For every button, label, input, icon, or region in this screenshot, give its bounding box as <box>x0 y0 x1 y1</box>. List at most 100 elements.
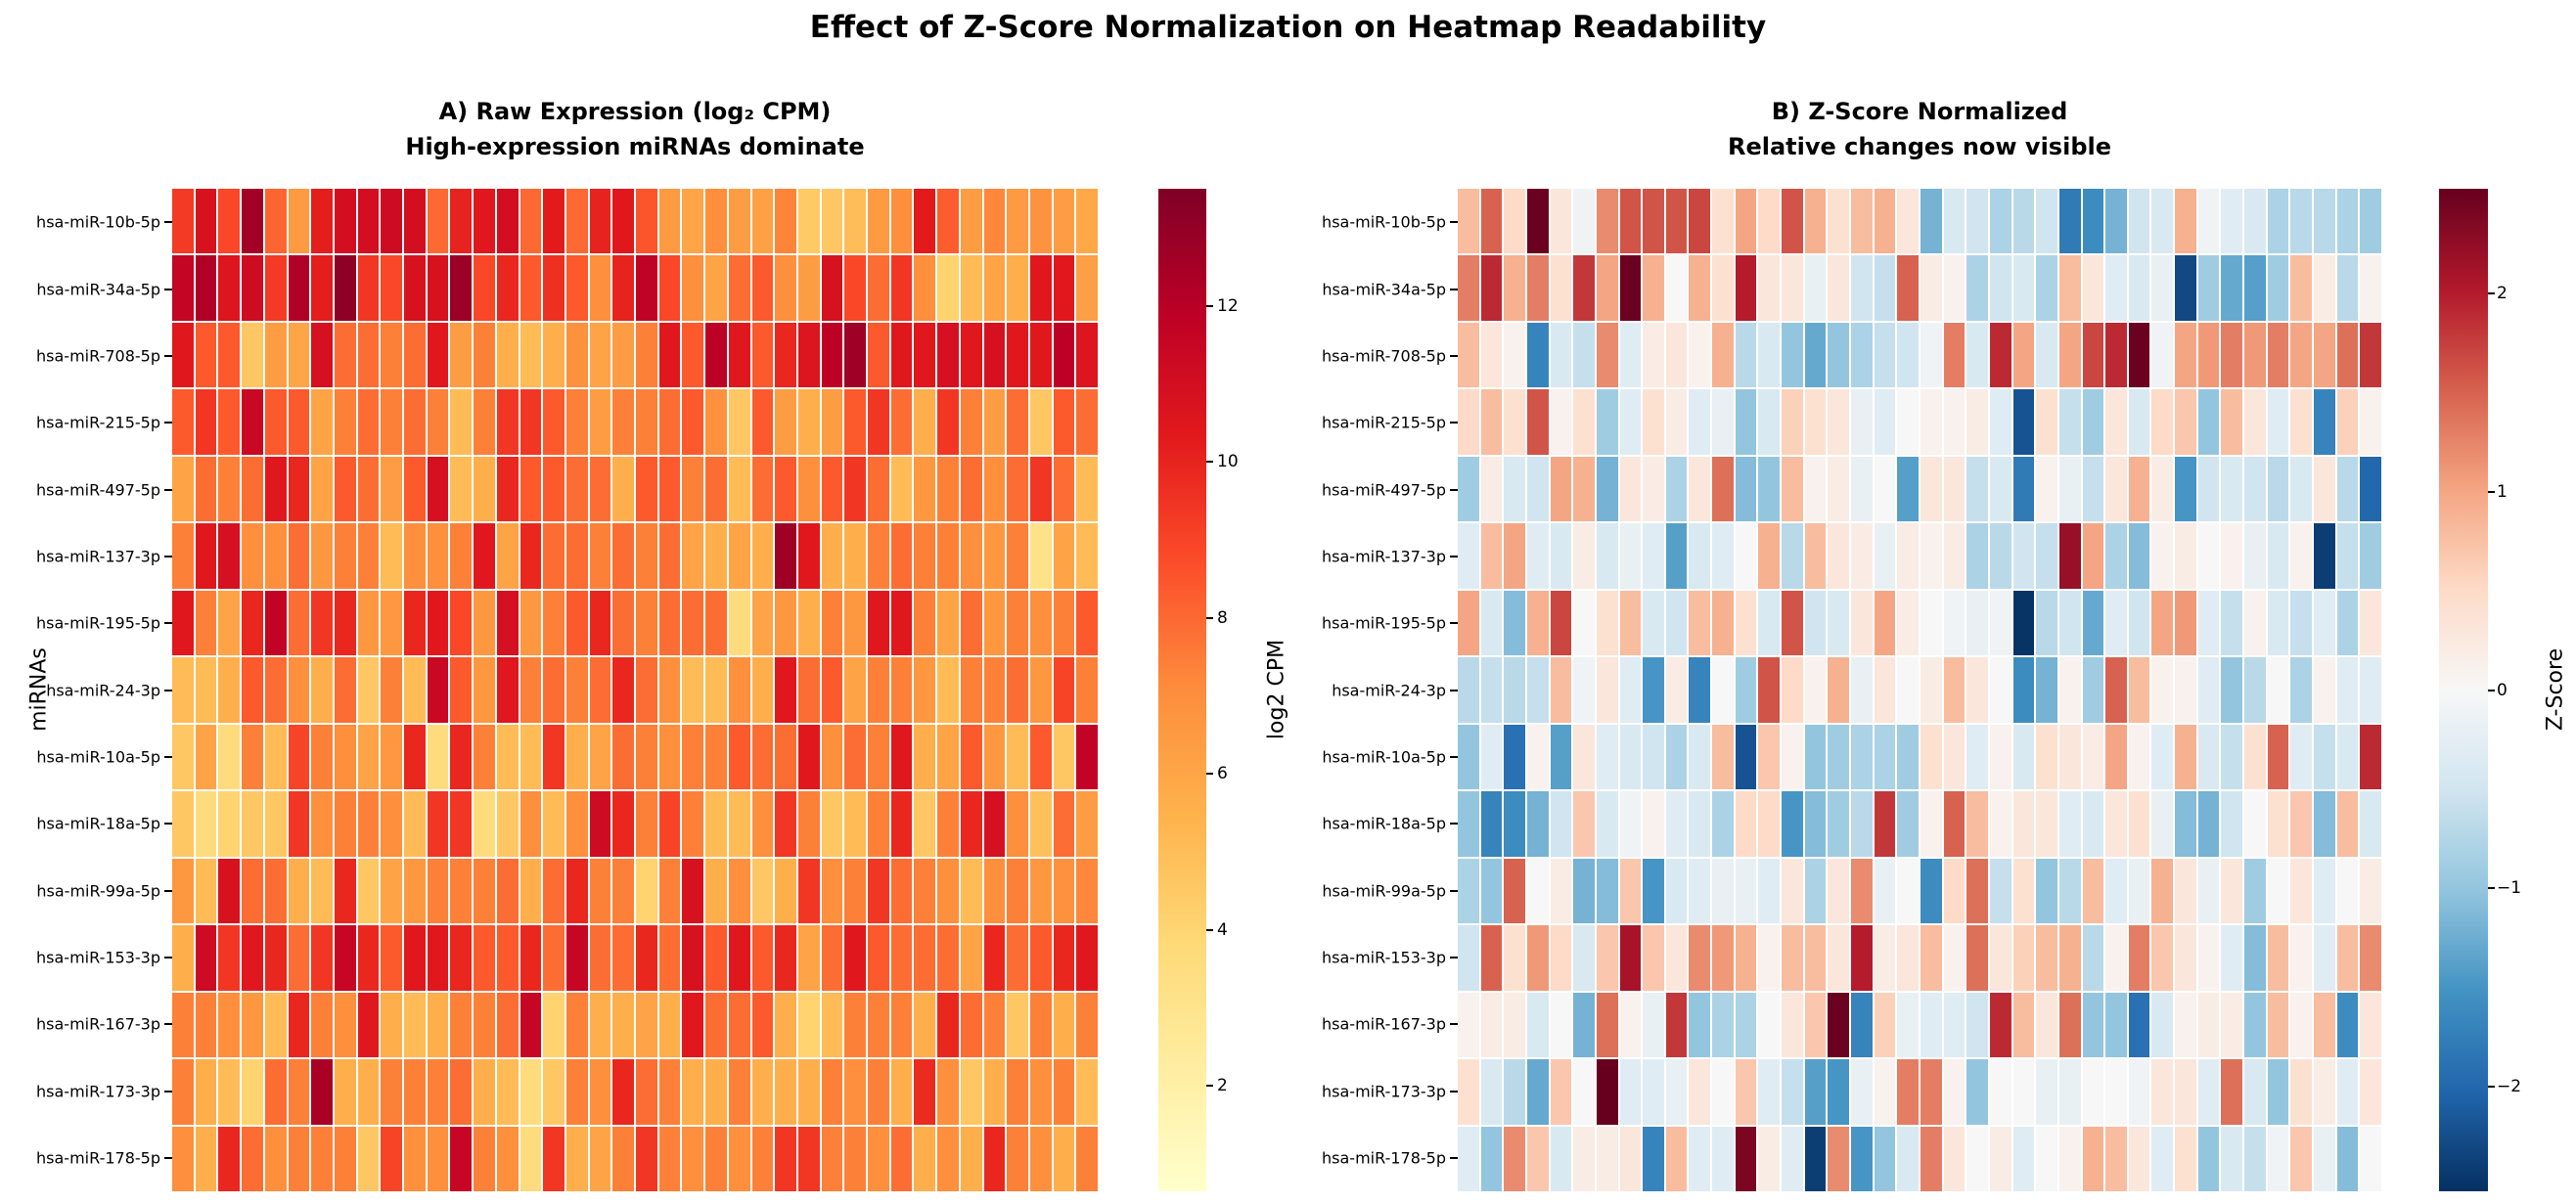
heatmap-cell <box>1504 590 1525 656</box>
heatmap-cell <box>1596 657 1618 723</box>
heatmap-cell <box>1735 523 1757 589</box>
heatmap-cell <box>474 523 495 589</box>
heatmap-cell <box>960 1059 982 1125</box>
heatmap-cell <box>1712 1126 1734 1191</box>
heatmap-cell <box>705 992 727 1058</box>
heatmap-cell <box>1804 791 1827 857</box>
heatmap-cell <box>2082 791 2104 857</box>
heatmap-cell <box>172 523 194 589</box>
heatmap-cell <box>1643 255 1664 321</box>
heatmap-cell <box>658 1059 681 1125</box>
heatmap-cell <box>1782 657 1803 723</box>
heatmap-cell <box>195 1126 217 1191</box>
heatmap-cell <box>868 925 889 991</box>
heatmap-cell <box>1526 590 1549 656</box>
heatmap-cell <box>2151 925 2174 991</box>
heatmap-cell <box>474 858 495 924</box>
heatmap-cell <box>797 724 820 790</box>
heatmap-cell <box>1007 724 1028 790</box>
heatmap-cell <box>2290 992 2313 1058</box>
heatmap-cell <box>1712 657 1734 723</box>
heatmap-cell <box>2221 523 2243 589</box>
figure-title: Effect of Z-Score Normalization on Heatm… <box>809 10 1767 45</box>
heatmap-cell <box>2151 1126 2174 1191</box>
heatmap-cell <box>1526 992 1549 1058</box>
heatmap-cell <box>172 925 194 991</box>
heatmap-cell <box>1076 189 1098 254</box>
heatmap-cell <box>218 590 241 656</box>
heatmap-cell <box>450 456 473 522</box>
heatmap-cell <box>1758 523 1781 589</box>
heatmap-cell <box>1874 657 1896 723</box>
heatmap-cell <box>751 657 774 723</box>
heatmap-cell <box>311 925 333 991</box>
heatmap-cell <box>960 322 982 388</box>
y-tick-mark <box>164 1023 172 1026</box>
heatmap-cell <box>2360 657 2381 723</box>
heatmap-cell <box>960 724 982 790</box>
row-label: hsa-miR-215-5p <box>1322 413 1446 432</box>
heatmap-cell <box>264 1059 287 1125</box>
heatmap-cell <box>821 724 843 790</box>
heatmap-cell <box>2244 456 2266 522</box>
heatmap-cell <box>1596 255 1618 321</box>
heatmap-cell <box>1550 657 1572 723</box>
heatmap-cell <box>1619 189 1642 254</box>
heatmap-cell <box>1458 322 1479 388</box>
heatmap-cell <box>2012 523 2035 589</box>
heatmap-cell <box>1619 255 1642 321</box>
colorbar-zscore <box>2439 189 2488 1191</box>
heatmap-cell <box>2175 858 2196 924</box>
heatmap-cell <box>1007 255 1028 321</box>
heatmap-cell <box>1920 657 1942 723</box>
heatmap-cell <box>797 992 820 1058</box>
heatmap-cell <box>195 858 217 924</box>
row-label: hsa-miR-10b-5p <box>1322 212 1446 232</box>
heatmap-cell <box>705 858 727 924</box>
heatmap-cell <box>1712 992 1734 1058</box>
heatmap-cell <box>1874 791 1896 857</box>
y-tick-mark <box>1450 1090 1458 1093</box>
heatmap-cell <box>1782 523 1803 589</box>
heatmap-cell <box>2175 791 2196 857</box>
heatmap-cell <box>1596 791 1618 857</box>
heatmap-cell <box>1920 791 1942 857</box>
y-tick-mark <box>164 689 172 691</box>
heatmap-cell <box>1573 992 1595 1058</box>
heatmap-cell <box>589 657 611 723</box>
heatmap-cell <box>195 992 217 1058</box>
heatmap-cell <box>1643 523 1664 589</box>
heatmap-cell <box>1665 925 1688 991</box>
colorbar-tick-mark <box>2488 292 2495 295</box>
heatmap-cell <box>1989 523 2011 589</box>
heatmap-cell <box>1504 724 1525 790</box>
heatmap-cell <box>682 322 704 388</box>
heatmap-cell <box>612 389 634 455</box>
heatmap-cell <box>612 858 634 924</box>
row-label: hsa-miR-137-3p <box>36 547 160 566</box>
heatmap-cell <box>357 992 380 1058</box>
heatmap-cell <box>1943 523 1966 589</box>
heatmap-cell <box>775 456 796 522</box>
heatmap-cell <box>705 255 727 321</box>
heatmap-cell <box>543 791 565 857</box>
heatmap-cell <box>2151 389 2174 455</box>
heatmap-cell <box>1943 992 1966 1058</box>
heatmap-cell <box>2151 456 2174 522</box>
heatmap-cell <box>543 925 565 991</box>
heatmap-cell <box>1619 389 1642 455</box>
heatmap-cell <box>2290 724 2313 790</box>
heatmap-cell <box>496 925 519 991</box>
heatmap-cell <box>2175 255 2196 321</box>
heatmap-cell <box>2221 657 2243 723</box>
heatmap-cell <box>705 322 727 388</box>
heatmap-cell <box>288 791 310 857</box>
colorbar-tick-mark <box>1206 1085 1213 1088</box>
heatmap-cell <box>1851 657 1873 723</box>
heatmap-cell <box>1758 791 1781 857</box>
heatmap-cell <box>2360 1126 2381 1191</box>
colorbar-raw <box>1158 189 1206 1191</box>
heatmap-cell <box>2128 590 2150 656</box>
row-label: hsa-miR-497-5p <box>36 480 160 499</box>
heatmap-cell <box>2082 456 2104 522</box>
